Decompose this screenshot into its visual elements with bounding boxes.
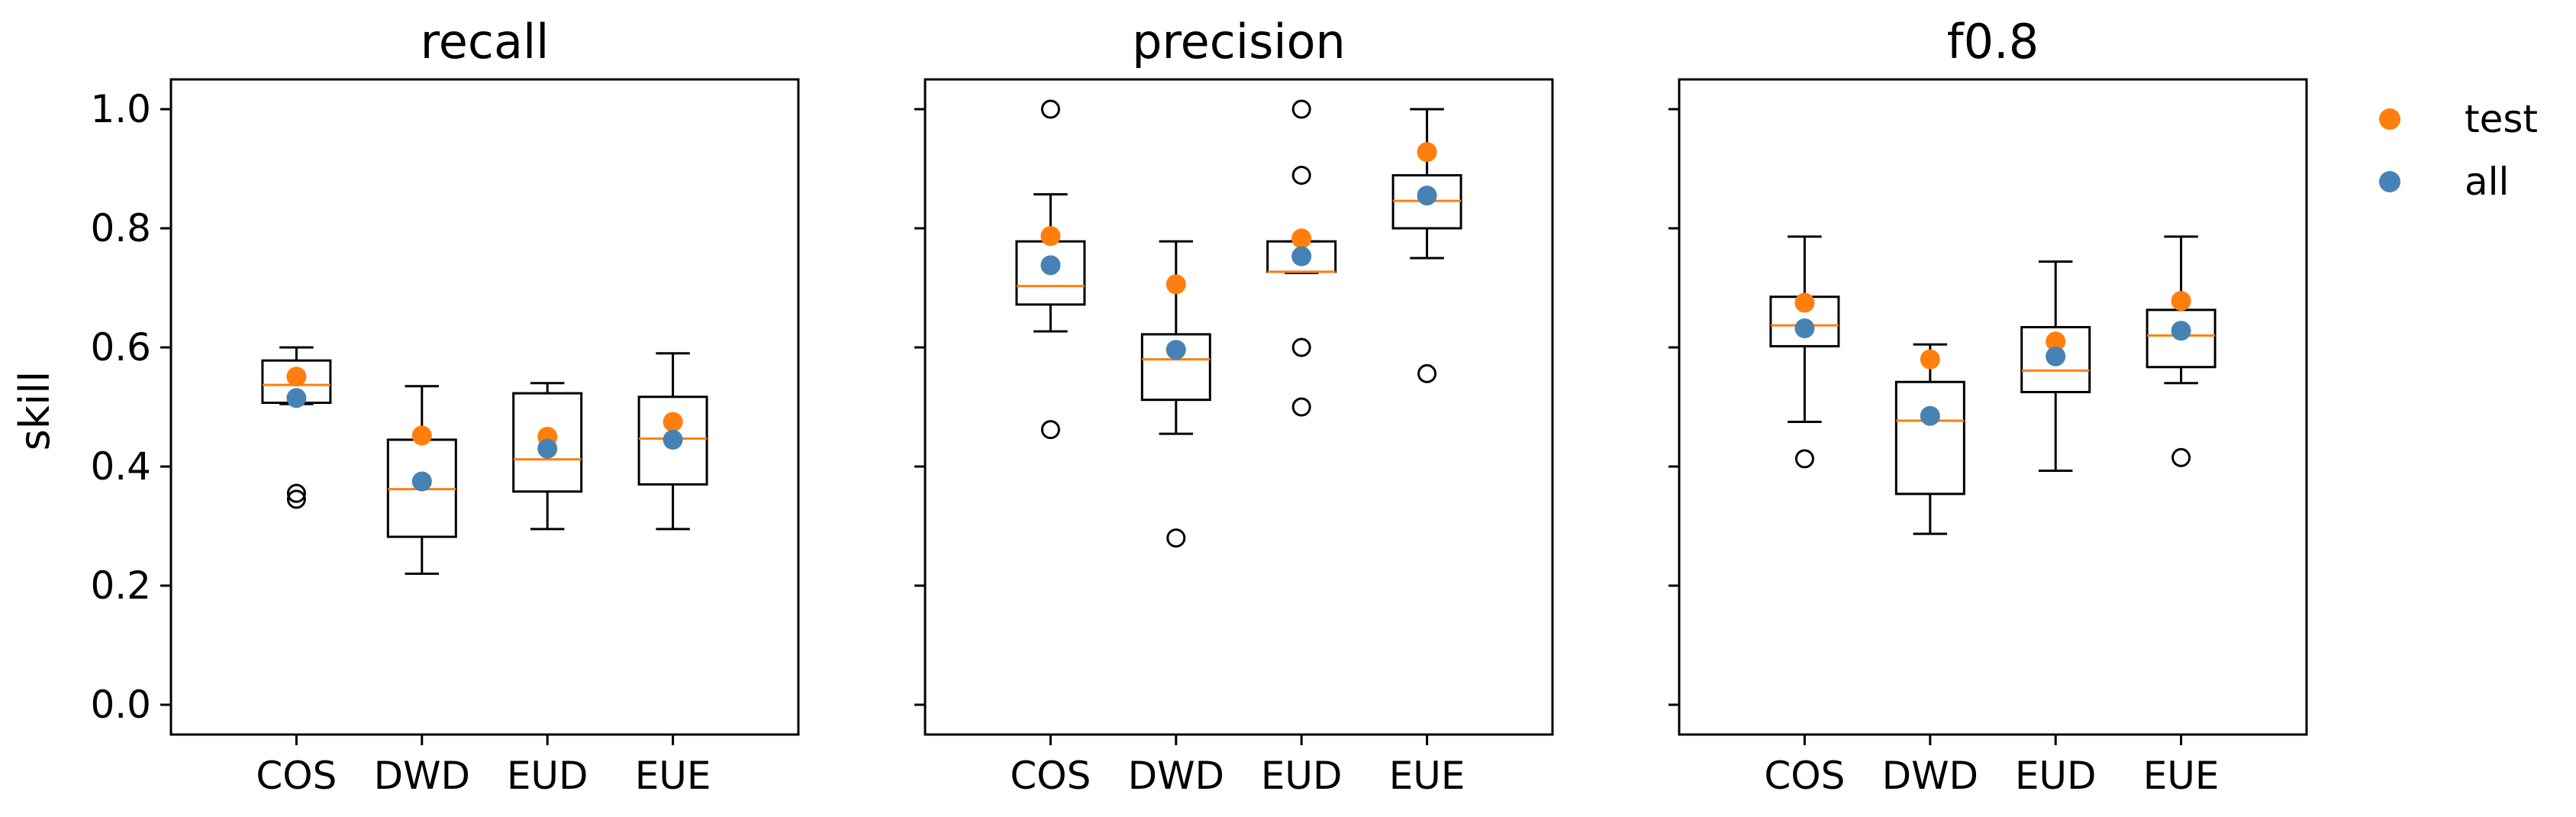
legend-item-test: test bbox=[2379, 97, 2538, 141]
x-tick-label: COS bbox=[1764, 754, 1845, 798]
panel-1: recall 0.0 0.2 0.4 0.6 0.8 1.0 COS DWD EUD EUE bbox=[90, 14, 800, 798]
test-point bbox=[663, 412, 683, 432]
outlier-point bbox=[286, 489, 306, 509]
legend-label: test bbox=[2465, 97, 2538, 141]
x-tick-label: COS bbox=[1010, 754, 1091, 798]
test-point bbox=[1920, 349, 1940, 370]
all-point bbox=[1920, 405, 1940, 426]
box-eud bbox=[2020, 260, 2091, 472]
panel-title: f0.8 bbox=[1947, 14, 2039, 69]
box-cos bbox=[1015, 99, 1086, 440]
all-point bbox=[663, 429, 683, 450]
all-point bbox=[411, 471, 432, 492]
test-point bbox=[1165, 274, 1186, 295]
legend-marker bbox=[2379, 108, 2400, 130]
box-eue bbox=[1391, 108, 1462, 383]
panel-title: recall bbox=[421, 14, 550, 69]
y-tick-label: 0.4 bbox=[90, 444, 151, 489]
all-point bbox=[1417, 186, 1437, 206]
box-eue bbox=[637, 352, 708, 531]
iqr-box bbox=[1894, 380, 1965, 496]
outlier-point bbox=[286, 483, 306, 503]
all-point bbox=[1165, 340, 1186, 360]
outlier-point bbox=[1291, 397, 1311, 417]
x-tick-label: EUD bbox=[1261, 754, 1343, 798]
y-axis-label: skill bbox=[11, 371, 59, 450]
legend-label: all bbox=[2465, 160, 2509, 204]
y-tick-label: 0.2 bbox=[90, 564, 151, 608]
x-tick-label: EUD bbox=[2015, 754, 2097, 798]
all-point bbox=[2171, 321, 2191, 341]
all-point bbox=[1040, 255, 1061, 276]
outlier-point bbox=[1040, 420, 1060, 440]
box-cos bbox=[1769, 235, 1840, 469]
x-tick-label: DWD bbox=[374, 754, 470, 798]
legend: test all bbox=[2379, 97, 2538, 204]
all-point bbox=[1794, 318, 1815, 339]
legend-marker bbox=[2379, 171, 2400, 192]
x-tick-label: EUD bbox=[507, 754, 588, 798]
test-point bbox=[411, 425, 432, 446]
all-point bbox=[286, 388, 307, 408]
all-point bbox=[1291, 246, 1312, 266]
y-tick-label: 0.8 bbox=[90, 206, 151, 250]
x-tick-label: EUE bbox=[635, 754, 711, 798]
box-dwd bbox=[1894, 343, 1965, 535]
outlier-point bbox=[1166, 528, 1186, 548]
iqr-box bbox=[512, 392, 583, 493]
all-point bbox=[537, 438, 558, 459]
outlier-point bbox=[1794, 449, 1814, 469]
panel-title: precision bbox=[1132, 14, 1346, 69]
test-point bbox=[1291, 228, 1312, 249]
test-point bbox=[1794, 292, 1815, 313]
outlier-point bbox=[1291, 337, 1311, 357]
outlier-point bbox=[1417, 363, 1437, 383]
x-tick-label: EUE bbox=[1389, 754, 1465, 798]
x-tick-label: COS bbox=[256, 754, 337, 798]
panel-2: precision COS DWD EUD EUE bbox=[914, 14, 1554, 798]
all-point bbox=[2046, 346, 2066, 367]
panel-frame bbox=[1678, 78, 2308, 736]
box-eud bbox=[512, 382, 583, 531]
legend-item-all: all bbox=[2379, 160, 2509, 204]
box-eue bbox=[2146, 235, 2217, 467]
box-dwd bbox=[1140, 240, 1211, 548]
outlier-point bbox=[1291, 99, 1311, 119]
box-cos bbox=[261, 346, 332, 509]
box-dwd bbox=[386, 385, 457, 575]
y-tick-label: 0.0 bbox=[90, 683, 151, 727]
y-tick-label: 0.6 bbox=[90, 325, 151, 370]
x-tick-label: DWD bbox=[1882, 754, 1978, 798]
test-point bbox=[2171, 291, 2191, 312]
test-point bbox=[1417, 142, 1437, 163]
iqr-box bbox=[1140, 333, 1211, 402]
x-tick-label: DWD bbox=[1128, 754, 1224, 798]
outlier-point bbox=[2171, 447, 2191, 467]
iqr-box bbox=[637, 396, 708, 486]
test-point bbox=[2046, 331, 2066, 352]
panel-frame bbox=[169, 78, 800, 736]
iqr-box bbox=[2020, 325, 2091, 394]
panel-frame bbox=[924, 78, 1554, 736]
panel-3: f0.8 COS DWD EUD EUE bbox=[1668, 14, 2308, 798]
box-eud bbox=[1266, 99, 1337, 417]
outlier-point bbox=[1291, 166, 1311, 186]
y-tick-label: 1.0 bbox=[90, 87, 151, 131]
test-point bbox=[286, 367, 307, 387]
outlier-point bbox=[1040, 99, 1060, 119]
x-tick-label: EUE bbox=[2143, 754, 2220, 798]
test-point bbox=[1040, 226, 1061, 247]
